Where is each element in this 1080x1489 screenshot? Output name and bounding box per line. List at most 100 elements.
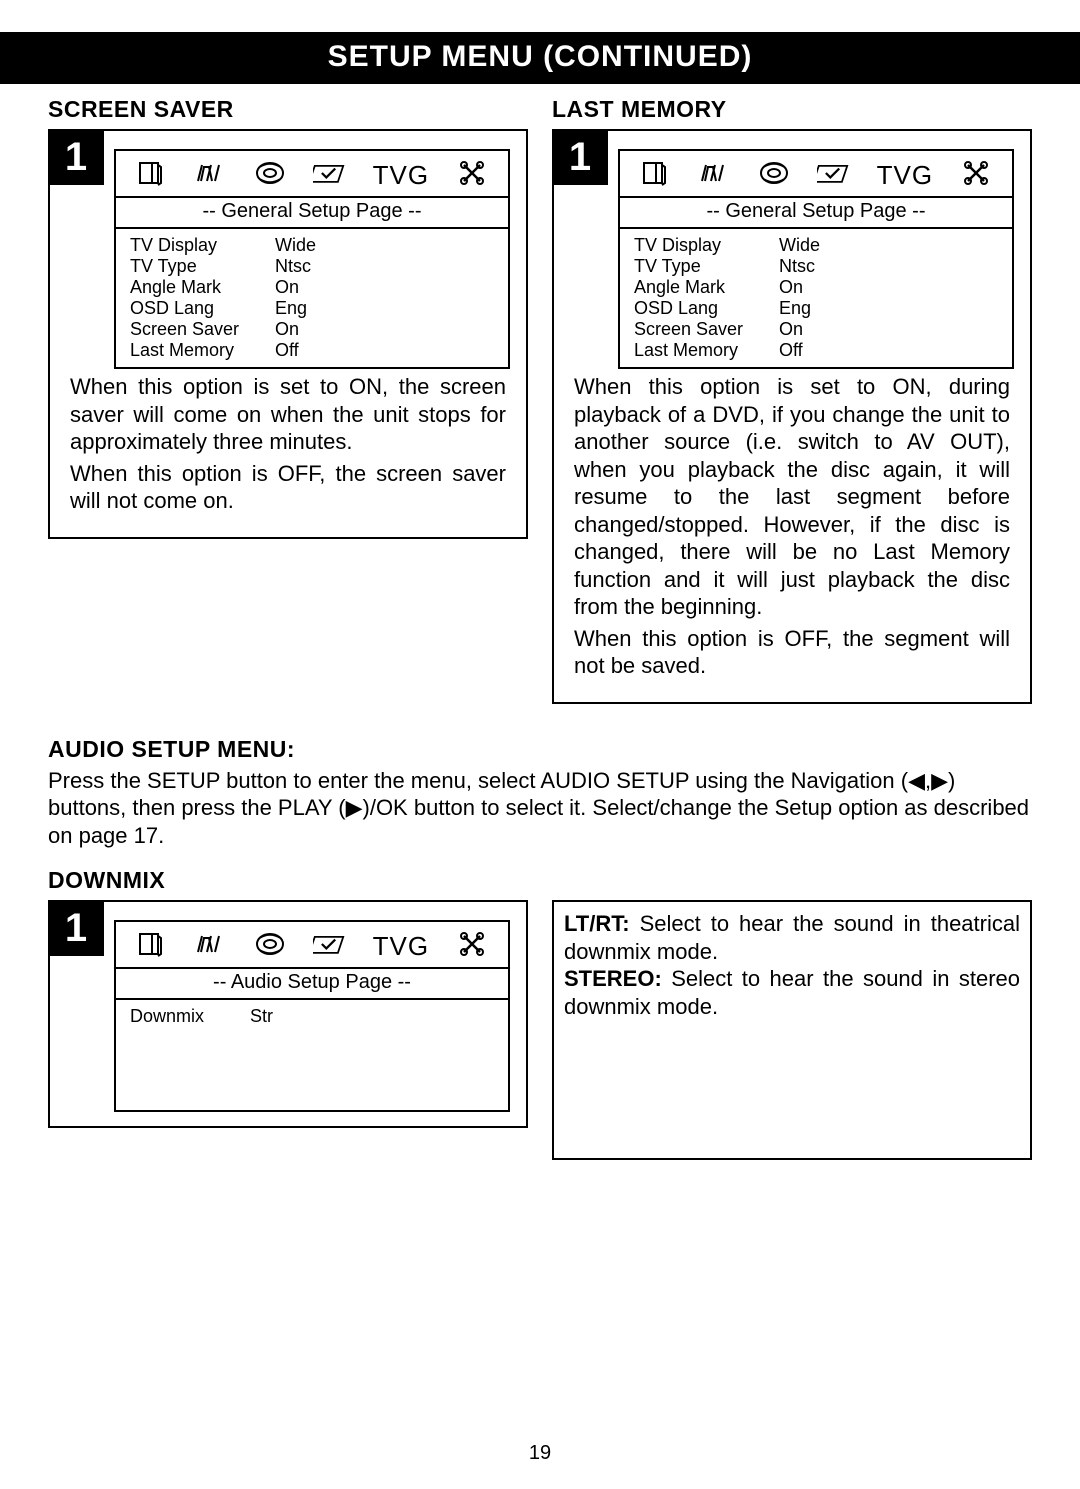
menu-title: -- Audio Setup Page -- xyxy=(116,969,508,1000)
ltrt-label: LT/RT: xyxy=(564,911,630,936)
tvg-label: TVG xyxy=(373,160,429,191)
check-box-icon xyxy=(313,159,345,192)
menu-item-value: Off xyxy=(779,340,1002,361)
menu-title: -- General Setup Page -- xyxy=(116,198,508,229)
menu-item-value: On xyxy=(275,277,498,298)
menu-row: Last MemoryOff xyxy=(130,340,498,361)
book-icon xyxy=(136,159,168,192)
desc-p1: When this option is set to ON, the scree… xyxy=(70,373,506,456)
menu-item-value: Eng xyxy=(779,298,1002,319)
menu-item-value: Ntsc xyxy=(275,256,498,277)
check-box-icon xyxy=(817,159,849,192)
downmix-description-box: LT/RT: Select to hear the sound in theat… xyxy=(552,900,1032,1160)
downmix-left: 1 TVG -- Audio Setup Page -- DownmixStr xyxy=(48,900,528,1160)
menu-item-label: Screen Saver xyxy=(130,319,275,340)
pen-icon xyxy=(195,930,227,963)
stereo-line: STEREO: Select to hear the sound in ster… xyxy=(564,965,1020,1020)
menu-row: Screen SaverOn xyxy=(634,319,1002,340)
menu-title: -- General Setup Page -- xyxy=(620,198,1012,229)
menu-icon-row: TVG xyxy=(620,151,1012,198)
stereo-label: STEREO: xyxy=(564,966,662,991)
step-badge: 1 xyxy=(48,900,104,956)
book-icon xyxy=(640,159,672,192)
downmix-panel: 1 TVG -- Audio Setup Page -- DownmixStr xyxy=(48,900,528,1128)
menu-item-label: Last Memory xyxy=(634,340,779,361)
check-box-icon xyxy=(313,930,345,963)
menu-row: Angle MarkOn xyxy=(130,277,498,298)
audio-setup-heading: AUDIO SETUP MENU: xyxy=(48,736,1032,763)
ltrt-text: Select to hear the sound in theatrical d… xyxy=(564,911,1020,964)
last-memory-heading: LAST MEMORY xyxy=(552,96,1032,123)
disc-icon xyxy=(254,159,286,192)
page-number: 19 xyxy=(0,1442,1080,1465)
menu-list: DownmixStr xyxy=(116,1000,508,1110)
menu-item-value: Ntsc xyxy=(779,256,1002,277)
menu-item-label: Angle Mark xyxy=(130,277,275,298)
menu-item-label: Downmix xyxy=(130,1006,250,1027)
menu-icon-row: TVG xyxy=(116,151,508,198)
menu-item-value: Off xyxy=(275,340,498,361)
menu-row: TV DisplayWide xyxy=(130,235,498,256)
menu-list: TV DisplayWide TV TypeNtsc Angle MarkOn … xyxy=(620,229,1012,367)
pen-icon xyxy=(699,159,731,192)
menu-icon-row: TVG xyxy=(116,922,508,969)
audio-setup-text: Press the SETUP button to enter the menu… xyxy=(48,767,1032,850)
downmix-right: LT/RT: Select to hear the sound in theat… xyxy=(552,900,1032,1160)
menu-row: TV DisplayWide xyxy=(634,235,1002,256)
menu-row: DownmixStr xyxy=(130,1006,498,1027)
tools-icon xyxy=(456,159,488,192)
screen-saver-heading: SCREEN SAVER xyxy=(48,96,528,123)
downmix-heading: DOWNMIX xyxy=(48,867,1032,894)
menu-item-label: TV Type xyxy=(130,256,275,277)
menu-list: TV DisplayWide TV TypeNtsc Angle MarkOn … xyxy=(116,229,508,367)
menu-item-value: Wide xyxy=(779,235,1002,256)
menu-row: TV TypeNtsc xyxy=(130,256,498,277)
menu-row: Angle MarkOn xyxy=(634,277,1002,298)
screen-saver-column: SCREEN SAVER 1 TVG -- General Setup Page… xyxy=(48,96,528,716)
last-memory-description: When this option is set to ON, during pl… xyxy=(564,369,1020,692)
last-memory-column: LAST MEMORY 1 TVG -- General Setup Page … xyxy=(552,96,1032,716)
book-icon xyxy=(136,930,168,963)
menu-item-label: OSD Lang xyxy=(130,298,275,319)
menu-item-value: Eng xyxy=(275,298,498,319)
menu-item-label: TV Type xyxy=(634,256,779,277)
page-title-bar: SETUP MENU (CONTINUED) xyxy=(0,32,1080,84)
menu-item-label: TV Display xyxy=(130,235,275,256)
menu-item-label: OSD Lang xyxy=(634,298,779,319)
menu-item-label: Screen Saver xyxy=(634,319,779,340)
menu-item-value: On xyxy=(275,319,498,340)
step-badge: 1 xyxy=(48,129,104,185)
desc-p2: When this option is OFF, the segment wil… xyxy=(574,625,1010,680)
tvg-label: TVG xyxy=(373,931,429,962)
menu-item-value: Str xyxy=(250,1006,498,1027)
last-memory-panel: 1 TVG -- General Setup Page -- TV Displa… xyxy=(552,129,1032,704)
menu-item-value: On xyxy=(779,277,1002,298)
desc-p2: When this option is OFF, the screen save… xyxy=(70,460,506,515)
audio-setup-menu: TVG -- Audio Setup Page -- DownmixStr xyxy=(114,920,510,1112)
downmix-row: 1 TVG -- Audio Setup Page -- DownmixStr xyxy=(48,900,1032,1160)
menu-item-label: Angle Mark xyxy=(634,277,779,298)
tvg-label: TVG xyxy=(877,160,933,191)
menu-item-label: Last Memory xyxy=(130,340,275,361)
desc-p1: When this option is set to ON, during pl… xyxy=(574,373,1010,621)
tools-icon xyxy=(456,930,488,963)
tools-icon xyxy=(960,159,992,192)
step-badge: 1 xyxy=(552,129,608,185)
general-setup-menu: TVG -- General Setup Page -- TV DisplayW… xyxy=(114,149,510,369)
disc-icon xyxy=(254,930,286,963)
menu-item-label: TV Display xyxy=(634,235,779,256)
ltrt-line: LT/RT: Select to hear the sound in theat… xyxy=(564,910,1020,965)
general-setup-menu: TVG -- General Setup Page -- TV DisplayW… xyxy=(618,149,1014,369)
screen-saver-panel: 1 TVG -- General Setup Page -- TV Displa… xyxy=(48,129,528,539)
screen-saver-description: When this option is set to ON, the scree… xyxy=(60,369,516,527)
pen-icon xyxy=(195,159,227,192)
menu-item-value: Wide xyxy=(275,235,498,256)
menu-row: Screen SaverOn xyxy=(130,319,498,340)
disc-icon xyxy=(758,159,790,192)
menu-row: Last MemoryOff xyxy=(634,340,1002,361)
top-row: SCREEN SAVER 1 TVG -- General Setup Page… xyxy=(48,96,1032,716)
menu-item-value: On xyxy=(779,319,1002,340)
menu-row: OSD LangEng xyxy=(634,298,1002,319)
menu-row: OSD LangEng xyxy=(130,298,498,319)
menu-row: TV TypeNtsc xyxy=(634,256,1002,277)
